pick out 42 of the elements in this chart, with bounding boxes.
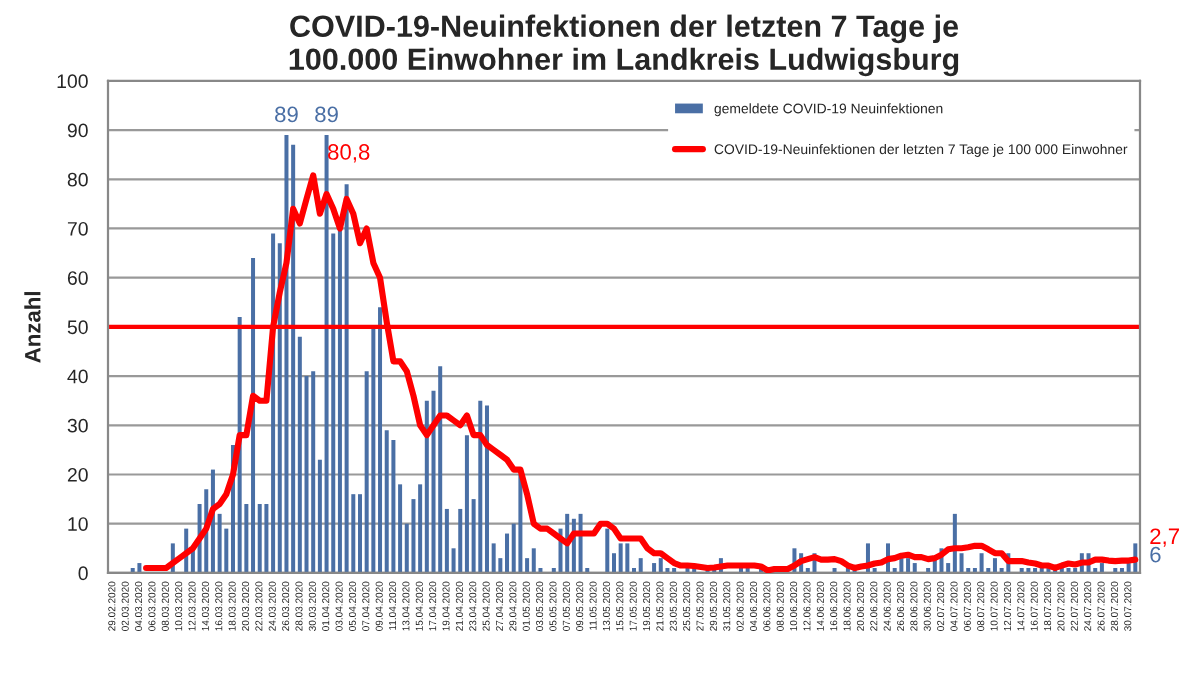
y-tick-label: 90 bbox=[67, 123, 88, 138]
bar bbox=[518, 474, 523, 573]
bar bbox=[324, 135, 329, 573]
y-tick-label: 40 bbox=[67, 369, 88, 384]
bar bbox=[618, 543, 623, 573]
bar bbox=[625, 543, 630, 573]
y-tick-label: 60 bbox=[67, 271, 88, 285]
bar bbox=[484, 405, 489, 573]
y-tick-label: 30 bbox=[67, 418, 88, 433]
y-axis-title: Anzahl bbox=[24, 292, 41, 363]
bar bbox=[438, 366, 443, 573]
bar bbox=[658, 558, 663, 573]
bar bbox=[478, 400, 483, 573]
y-tick-label: 100 bbox=[57, 74, 88, 89]
data-label: 2,7 bbox=[1150, 528, 1179, 547]
bar bbox=[992, 558, 997, 573]
bar bbox=[652, 563, 657, 573]
bar bbox=[638, 558, 643, 573]
data-label: 6 bbox=[1150, 546, 1161, 563]
data-label: 80,8 bbox=[328, 144, 370, 163]
y-tick-label: 10 bbox=[68, 517, 88, 531]
bar bbox=[237, 317, 242, 573]
bar bbox=[912, 563, 917, 573]
data-label: 89 bbox=[315, 106, 338, 123]
bar bbox=[531, 548, 536, 573]
bar bbox=[906, 558, 911, 573]
bar bbox=[464, 435, 469, 573]
y-tick-label: 50 bbox=[67, 320, 88, 335]
y-tick-label: 20 bbox=[67, 467, 88, 482]
bar bbox=[1099, 563, 1104, 573]
bar bbox=[344, 184, 349, 573]
y-tick-label: 70 bbox=[67, 221, 88, 236]
y-tick-label: 0 bbox=[78, 566, 88, 581]
bar bbox=[311, 371, 316, 573]
data-label: 89 bbox=[275, 106, 298, 123]
bar bbox=[137, 563, 142, 573]
bar bbox=[378, 307, 383, 573]
bar bbox=[979, 553, 984, 573]
y-tick-label: 80 bbox=[67, 172, 88, 187]
bar bbox=[251, 258, 256, 573]
bar bbox=[605, 528, 610, 573]
chart-title: COVID-19-Neuinfektionen der letzten 7 Tage je 100.000 Einwohner im Landkreis Ludwigsburg bbox=[289, 14, 959, 77]
